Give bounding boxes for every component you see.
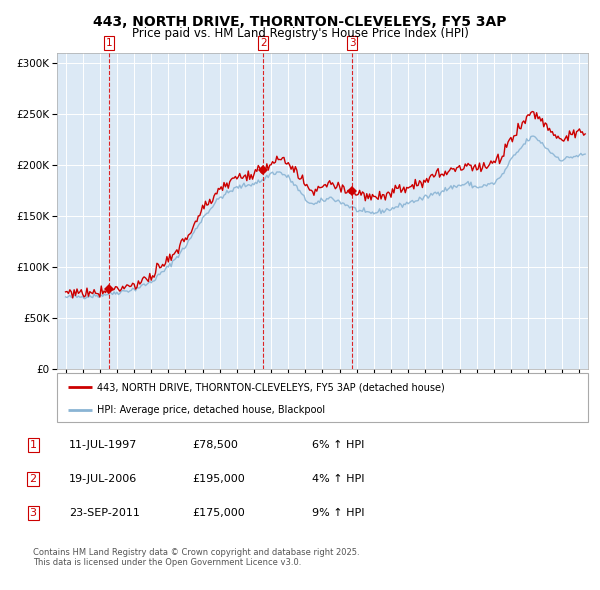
Text: £175,000: £175,000 bbox=[192, 508, 245, 517]
Text: HPI: Average price, detached house, Blackpool: HPI: Average price, detached house, Blac… bbox=[97, 405, 325, 415]
Text: 2: 2 bbox=[29, 474, 37, 484]
Text: 3: 3 bbox=[29, 508, 37, 517]
Text: 2: 2 bbox=[260, 38, 266, 48]
Text: 6% ↑ HPI: 6% ↑ HPI bbox=[312, 441, 364, 450]
Text: Contains HM Land Registry data © Crown copyright and database right 2025.
This d: Contains HM Land Registry data © Crown c… bbox=[33, 548, 359, 567]
Text: 1: 1 bbox=[29, 441, 37, 450]
Text: £78,500: £78,500 bbox=[192, 441, 238, 450]
Text: 443, NORTH DRIVE, THORNTON-CLEVELEYS, FY5 3AP (detached house): 443, NORTH DRIVE, THORNTON-CLEVELEYS, FY… bbox=[97, 382, 445, 392]
Text: 1: 1 bbox=[106, 38, 112, 48]
Text: Price paid vs. HM Land Registry's House Price Index (HPI): Price paid vs. HM Land Registry's House … bbox=[131, 27, 469, 40]
Text: £195,000: £195,000 bbox=[192, 474, 245, 484]
Text: 23-SEP-2011: 23-SEP-2011 bbox=[69, 508, 140, 517]
Text: 443, NORTH DRIVE, THORNTON-CLEVELEYS, FY5 3AP: 443, NORTH DRIVE, THORNTON-CLEVELEYS, FY… bbox=[93, 15, 507, 29]
Text: 3: 3 bbox=[349, 38, 355, 48]
Text: 4% ↑ HPI: 4% ↑ HPI bbox=[312, 474, 365, 484]
Text: 9% ↑ HPI: 9% ↑ HPI bbox=[312, 508, 365, 517]
Text: 19-JUL-2006: 19-JUL-2006 bbox=[69, 474, 137, 484]
Text: 11-JUL-1997: 11-JUL-1997 bbox=[69, 441, 137, 450]
